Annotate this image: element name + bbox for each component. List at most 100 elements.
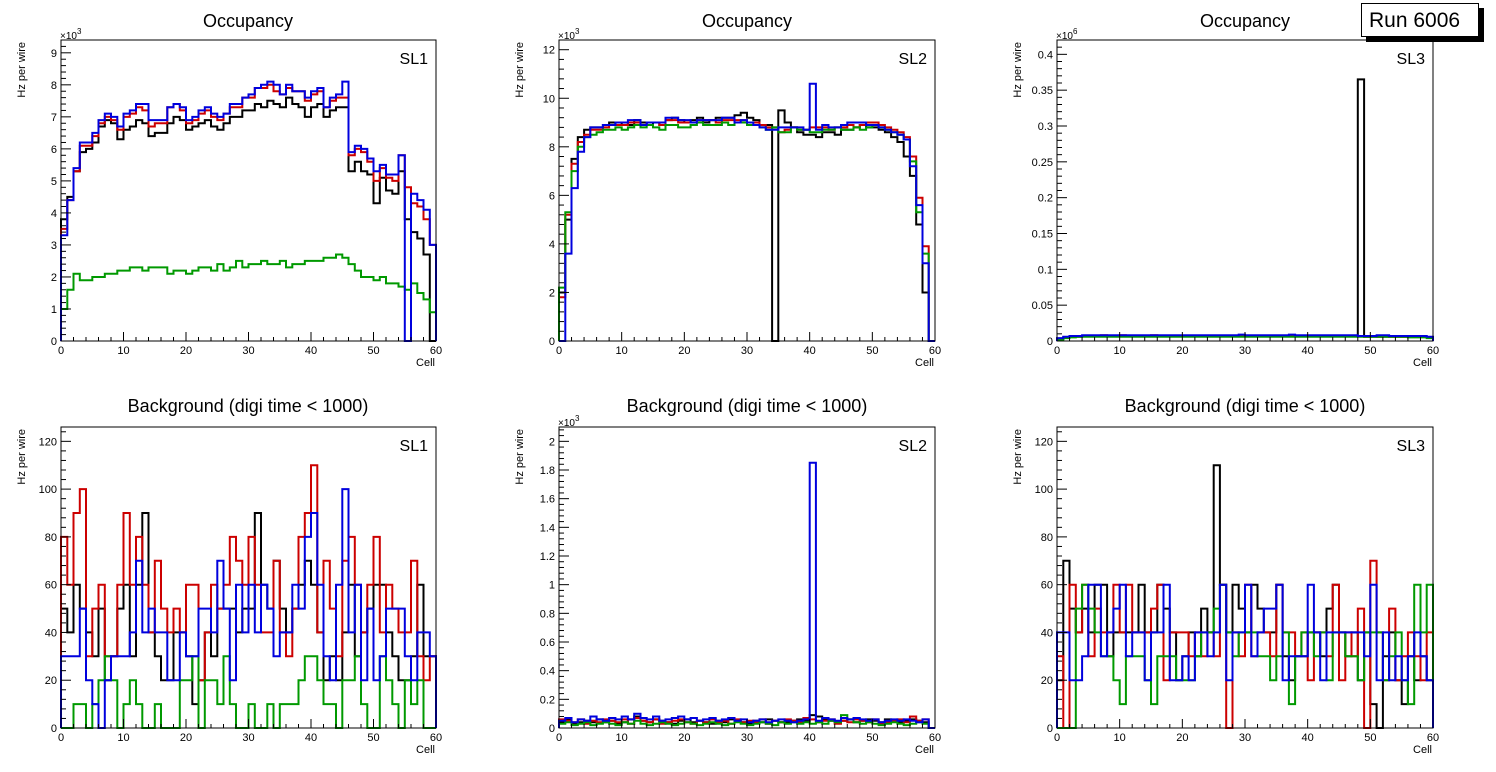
y-tick-label: 3 [51,240,57,252]
y-tick-label: 0.05 [1032,300,1053,312]
chart-title: Background (digi time < 1000) [627,396,868,416]
y-tick-label: 1.4 [540,522,555,534]
x-tick-label: 50 [1364,345,1376,357]
y-tick-label: 120 [39,436,57,448]
axis-exponent-power: 6 [1073,27,1078,36]
axis-exponent-power: 3 [575,27,580,36]
y-tick-label: 0.25 [1032,157,1053,169]
y-tick-label: 9 [51,48,57,60]
y-tick-label: 1.2 [540,551,555,563]
axis-exponent: ×106 [1056,27,1078,42]
y-tick-label: 0 [51,336,57,348]
y-tick-label: 8 [51,80,57,92]
y-axis-label: Hz per wire [514,42,526,98]
series-green [60,253,437,341]
series-red [60,464,437,728]
x-tick-label: 20 [678,345,690,357]
x-axis-label: Cell [1413,744,1432,756]
y-tick-label: 12 [543,45,555,57]
x-tick-label: 10 [616,345,628,357]
superlayer-label: SL2 [899,51,928,68]
y-tick-label: 6 [51,144,57,156]
x-tick-label: 30 [242,732,254,744]
series-blue [60,488,437,729]
x-axis-label: Cell [416,744,435,756]
series-blue [558,461,935,729]
axis-exponent: ×103 [558,414,580,429]
x-tick-label: 10 [616,732,628,744]
x-tick-label: 50 [866,732,878,744]
plot-frame [1056,39,1434,342]
chart-panel-2: Occupancy 0 10 20 30 40 50 60 0 2 4 6 8 10 12×103 Cell H… [514,11,941,369]
chart-panel-6: Background (digi time < 1000) 0 10 20 30 40 50… [1012,396,1439,756]
y-tick-label: 0 [1047,723,1053,735]
y-tick-label: 1.6 [540,494,555,506]
x-tick-label: 30 [1239,732,1251,744]
y-tick-label: 40 [1041,627,1053,639]
x-tick-label: 50 [367,732,379,744]
chart-title: Occupancy [203,11,293,31]
y-tick-label: 60 [1041,580,1053,592]
x-tick-label: 40 [305,732,317,744]
y-tick-label: 7 [51,112,57,124]
series-blue [1056,583,1434,728]
y-tick-label: 100 [1035,484,1053,496]
y-tick-label: 0.2 [540,694,555,706]
y-tick-label: 6 [549,190,555,202]
x-tick-label: 50 [367,345,379,357]
y-tick-label: 1 [549,580,555,592]
axis-exponent-power: 3 [77,27,82,36]
superlayer-label: SL3 [1397,51,1426,68]
y-tick-label: 0.35 [1032,85,1053,97]
y-tick-label: 0.8 [540,608,555,620]
y-axis-label: Hz per wire [1012,42,1024,98]
x-tick-label: 30 [741,345,753,357]
series-black [60,96,436,342]
x-tick-label: 30 [1239,345,1251,357]
y-tick-label: 1 [51,304,57,316]
y-tick-label: 2 [549,287,555,299]
y-axis-label: Hz per wire [16,42,28,98]
x-tick-label: 60 [430,732,442,744]
x-tick-label: 20 [180,732,192,744]
x-axis-label: Cell [915,744,934,756]
series-green [1056,335,1434,341]
chart-title: Background (digi time < 1000) [1125,396,1366,416]
superlayer-label: SL1 [400,51,429,68]
superlayer-label: SL2 [899,438,928,455]
axis-exponent: ×103 [60,27,82,42]
x-tick-label: 30 [741,732,753,744]
y-tick-label: 0.6 [540,637,555,649]
x-tick-label: 20 [678,732,690,744]
y-tick-label: 60 [45,580,57,592]
x-axis-label: Cell [416,357,435,369]
x-tick-label: 60 [1427,345,1439,357]
x-tick-label: 10 [117,345,129,357]
y-tick-label: 20 [45,675,57,687]
x-tick-label: 20 [1176,345,1188,357]
y-tick-label: 8 [549,142,555,154]
x-tick-label: 40 [804,345,816,357]
x-tick-label: 0 [1054,345,1060,357]
y-tick-label: 0.4 [540,666,555,678]
superlayer-label: SL1 [400,438,429,455]
y-axis-label: Hz per wire [514,429,526,485]
series-blue [1056,333,1434,341]
chart-panel-1: Occupancy 0 10 20 30 40 50 60 0 1 2 3 4 5 6 7 8 9×103 Cell… [16,11,442,369]
axis-exponent: ×103 [558,27,580,42]
x-tick-label: 0 [1054,732,1060,744]
x-tick-label: 10 [1114,732,1126,744]
y-tick-label: 0.4 [1038,49,1053,61]
x-tick-label: 40 [1302,345,1314,357]
y-tick-label: 80 [1041,532,1053,544]
y-tick-label: 0 [51,723,57,735]
x-tick-label: 0 [556,732,562,744]
y-tick-label: 100 [39,484,57,496]
y-axis-label: Hz per wire [16,429,28,485]
y-tick-label: 0.15 [1032,229,1053,241]
y-tick-label: 0.3 [1038,121,1053,133]
y-tick-label: 20 [1041,675,1053,687]
chart-title: Background (digi time < 1000) [128,396,369,416]
y-tick-label: 0 [1047,336,1053,348]
